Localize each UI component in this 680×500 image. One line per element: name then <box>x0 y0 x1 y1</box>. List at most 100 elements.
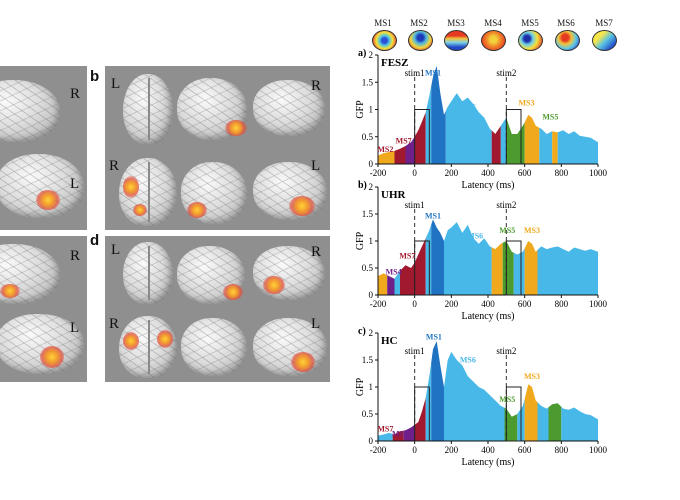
panel-letter: c) <box>358 326 366 337</box>
y-tick-label: 1.5 <box>362 209 374 219</box>
y-tick-label: 0.5 <box>362 409 374 419</box>
ms-annotation: MS6 <box>467 231 483 240</box>
panel-letter: b) <box>358 180 367 191</box>
gfp-segment <box>539 127 553 164</box>
panel-letter: a) <box>358 48 366 59</box>
x-tick-label: 600 <box>518 168 532 178</box>
brain-frontal-view <box>177 78 247 140</box>
y-tick-label: 0.5 <box>362 263 374 273</box>
ms-annotation: MS4 <box>386 267 402 276</box>
window-box <box>414 240 430 296</box>
y-tick-label: 1 <box>369 382 374 392</box>
x-tick-label: 200 <box>445 445 459 455</box>
x-tick-label: 800 <box>555 299 569 309</box>
ms-annotation: MS5 <box>499 226 515 235</box>
ms-label: MS7 <box>595 18 613 28</box>
ms-annotation: MS7 <box>399 251 415 260</box>
window-box <box>505 386 522 442</box>
ms-annotation: MS1 <box>426 332 442 341</box>
gfp-segment <box>394 270 400 295</box>
y-tick-label: 2 <box>369 50 374 60</box>
gfp-segment <box>445 93 492 164</box>
y-axis-label: GFP <box>355 377 366 396</box>
gfp-segment <box>513 248 525 295</box>
gfp-segment <box>444 351 505 441</box>
ms-annotation: MS3 <box>519 99 535 108</box>
y-tick-label: 2 <box>369 328 374 338</box>
y-axis-label: GFP <box>355 231 366 250</box>
gfp-segment <box>405 136 415 164</box>
ms-annotation: MS5 <box>499 395 515 404</box>
x-tick-label: 0 <box>412 299 417 309</box>
gfp-segment <box>425 362 432 441</box>
x-tick-label: 1000 <box>589 168 608 178</box>
hemisphere-label: L <box>70 176 80 192</box>
x-tick-label: 800 <box>555 445 569 455</box>
window-box <box>414 386 430 442</box>
window-box <box>414 109 430 165</box>
brain-frontal-view <box>177 246 245 304</box>
gfp-segment <box>524 114 540 164</box>
gfp-segment <box>431 219 444 295</box>
gfp-segment <box>506 117 525 164</box>
gfp-segment <box>378 273 388 295</box>
ms-annotation: MS6 <box>460 356 476 365</box>
brain-panel-bottom-left: R L <box>0 236 87 382</box>
hemisphere-label: L <box>70 320 80 336</box>
x-tick-label: 200 <box>445 168 459 178</box>
group-title: HC <box>381 335 398 347</box>
y-tick-label: 0.5 <box>362 132 374 142</box>
gfp-segment <box>517 398 525 441</box>
hemisphere-label: R <box>70 248 81 264</box>
brain-posterior-view <box>181 318 247 376</box>
ms5-topography-icon <box>518 30 543 51</box>
ms4-topography-icon <box>481 30 506 51</box>
gfp-segment <box>414 112 426 164</box>
stimulus-label: stim2 <box>496 346 516 356</box>
brain-lateral-right <box>253 80 325 136</box>
ms6-topography-icon <box>555 30 580 51</box>
x-tick-label: 0 <box>412 445 417 455</box>
x-axis-label: Latency (ms) <box>461 180 514 191</box>
gfp-segment <box>392 430 404 441</box>
gfp-segment <box>500 117 507 164</box>
y-tick-label: 0 <box>369 159 374 169</box>
x-tick-label: -200 <box>370 168 387 178</box>
x-tick-label: 400 <box>481 168 495 178</box>
x-tick-label: -200 <box>370 445 387 455</box>
gfp-segment <box>378 432 393 441</box>
x-tick-label: 800 <box>555 168 569 178</box>
brain-panel-d: L R R L <box>105 236 330 382</box>
ms1-topography-icon <box>372 30 397 51</box>
group-title: FESZ <box>381 57 409 69</box>
panel-letter-d: d <box>90 232 100 249</box>
brain-lateral-left <box>253 162 327 220</box>
hemisphere-label: L <box>311 316 321 332</box>
ms2-topography-icon <box>408 30 433 51</box>
x-tick-label: 1000 <box>589 445 608 455</box>
x-tick-label: 600 <box>518 299 532 309</box>
x-tick-label: -200 <box>370 299 387 309</box>
y-tick-label: 1.5 <box>362 355 374 365</box>
x-tick-label: 1000 <box>589 299 608 309</box>
y-tick-label: 1 <box>369 236 374 246</box>
ms-label: MS3 <box>447 18 465 28</box>
y-tick-label: 0 <box>369 436 374 446</box>
gfp-segment <box>394 146 406 164</box>
gfp-segment <box>444 222 492 295</box>
stimulus-label: stim2 <box>496 68 516 78</box>
ms3-topography-icon <box>444 30 469 51</box>
gfp-segment <box>557 130 598 164</box>
y-tick-label: 0 <box>369 290 374 300</box>
gfp-segment <box>537 246 598 295</box>
x-axis-label: Latency (ms) <box>461 457 514 468</box>
x-tick-label: 400 <box>481 299 495 309</box>
brain-bottom-view <box>119 158 177 226</box>
brain-lateral-left <box>0 314 84 374</box>
ms-annotation: MS7 <box>396 136 412 145</box>
ms-annotation: MS1 <box>425 211 441 220</box>
gfp-segment <box>491 125 501 164</box>
brain-lateral-right <box>0 80 60 142</box>
gfp-segment <box>537 402 549 441</box>
brain-lateral-left <box>253 318 327 376</box>
